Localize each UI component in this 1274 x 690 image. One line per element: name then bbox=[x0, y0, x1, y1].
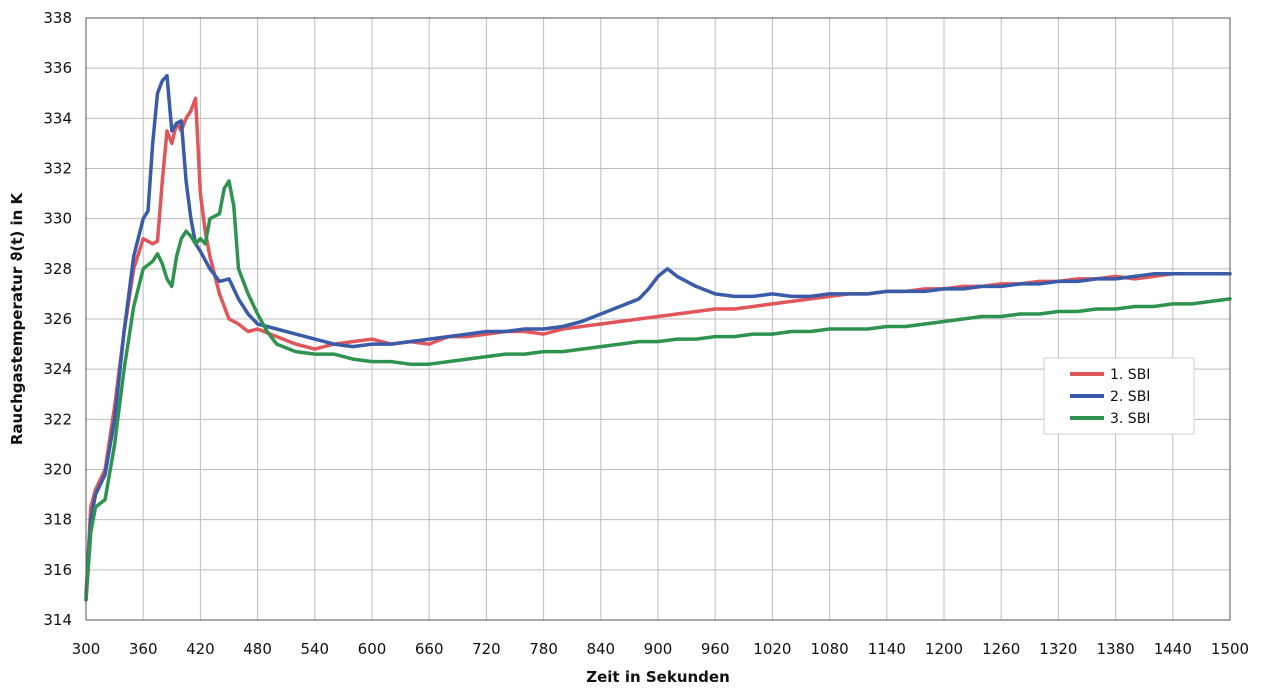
plot-frame bbox=[85, 17, 1231, 621]
y-tick-label: 324 bbox=[43, 360, 72, 378]
y-tick-label: 316 bbox=[43, 561, 72, 579]
x-tick-label: 1440 bbox=[1154, 640, 1192, 658]
legend-label: 3. SBI bbox=[1110, 411, 1150, 427]
y-tick-label: 326 bbox=[43, 310, 72, 328]
x-tick-label: 1080 bbox=[811, 640, 849, 658]
legend: 1. SBI 2. SBI 3. SBI bbox=[1043, 357, 1195, 435]
y-axis-ticks: 314 316 318 320 322 324 326 328 330 332 334 336 338 bbox=[43, 9, 72, 629]
y-tick-label: 328 bbox=[43, 260, 72, 278]
x-tick-label: 420 bbox=[186, 640, 215, 658]
x-tick-label: 960 bbox=[701, 640, 730, 658]
legend-label: 1. SBI bbox=[1110, 367, 1150, 383]
x-axis-ticks: 300 360 420 480 540 600 660 720 780 840 900 960 1020… bbox=[72, 640, 1249, 658]
x-tick-label: 1260 bbox=[982, 640, 1020, 658]
x-tick-label: 360 bbox=[129, 640, 158, 658]
series-line-3 bbox=[84, 179, 1232, 602]
x-tick-label: 300 bbox=[72, 640, 101, 658]
series-line-2 bbox=[84, 73, 1232, 602]
x-tick-label: 480 bbox=[243, 640, 272, 658]
x-tick-label: 600 bbox=[358, 640, 387, 658]
y-tick-label: 334 bbox=[43, 109, 72, 127]
y-tick-label: 318 bbox=[43, 511, 72, 529]
y-tick-label: 330 bbox=[43, 210, 72, 228]
y-tick-label: 320 bbox=[43, 461, 72, 479]
legend-label: 2. SBI bbox=[1110, 389, 1150, 405]
y-tick-label: 322 bbox=[43, 410, 72, 428]
x-tick-label: 540 bbox=[300, 640, 329, 658]
y-tick-label: 336 bbox=[43, 59, 72, 77]
legend-box bbox=[1043, 357, 1195, 435]
grid-lines bbox=[86, 18, 1230, 620]
x-tick-label: 660 bbox=[415, 640, 444, 658]
x-tick-label: 900 bbox=[644, 640, 673, 658]
x-tick-label: 1200 bbox=[925, 640, 963, 658]
y-tick-label: 314 bbox=[43, 611, 72, 629]
y-tick-label: 332 bbox=[43, 160, 72, 178]
x-tick-label: 720 bbox=[472, 640, 501, 658]
x-tick-label: 780 bbox=[529, 640, 558, 658]
x-tick-label: 840 bbox=[586, 640, 615, 658]
series-layer bbox=[84, 73, 1232, 602]
x-tick-label: 1380 bbox=[1097, 640, 1135, 658]
x-tick-label: 1320 bbox=[1039, 640, 1077, 658]
y-axis-title: Rauchgastemperatur ϑ(t) in K bbox=[8, 191, 26, 445]
x-tick-label: 1020 bbox=[753, 640, 791, 658]
x-tick-label: 1500 bbox=[1211, 640, 1249, 658]
y-tick-label: 338 bbox=[43, 9, 72, 27]
x-tick-label: 1140 bbox=[868, 640, 906, 658]
x-axis-title: Zeit in Sekunden bbox=[586, 668, 730, 686]
